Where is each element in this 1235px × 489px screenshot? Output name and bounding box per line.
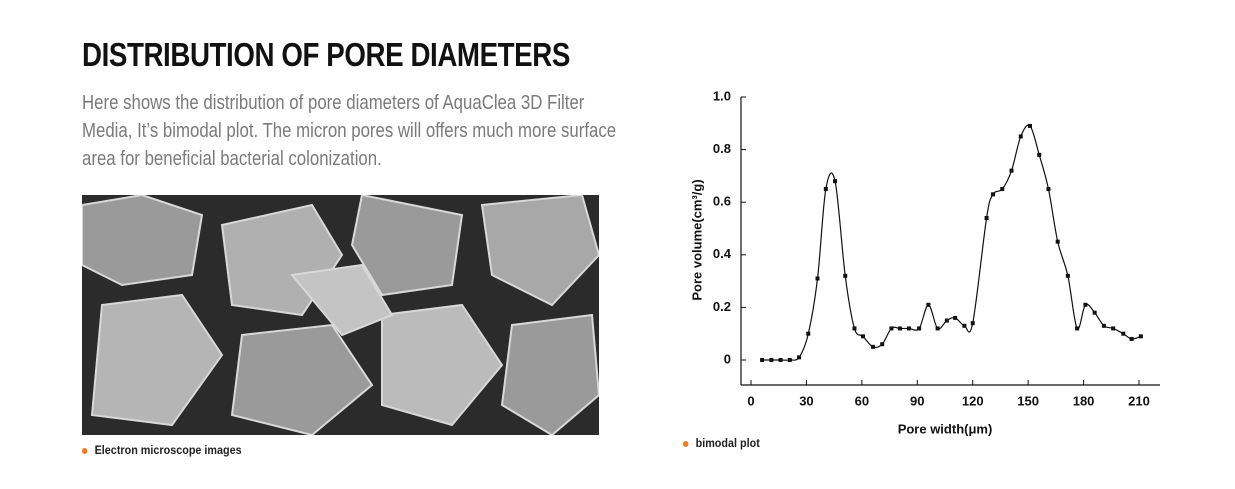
x-tick-label: 30 — [799, 393, 813, 408]
data-point — [935, 326, 940, 331]
data-point — [1055, 239, 1060, 244]
data-point — [1018, 134, 1023, 139]
data-point — [991, 192, 996, 197]
data-point — [870, 344, 875, 349]
data-line — [762, 124, 1142, 361]
chart: 0 0.2 0.4 0.6 0.8 1.0 0 30 60 90 120 150 180 210 Pore … — [689, 88, 1160, 436]
data-point — [823, 187, 828, 192]
description: Here shows the distribution of pore diam… — [82, 92, 617, 170]
x-tick-label: 210 — [1128, 393, 1150, 408]
data-point — [787, 358, 792, 362]
x-tick-label: 120 — [962, 393, 984, 408]
y-tick-label: 0 — [724, 351, 731, 366]
data-point — [1121, 331, 1126, 336]
image-caption: Electron microscope images — [82, 443, 242, 457]
y-tick-label: 0.4 — [713, 246, 732, 261]
heading: DISTRIBUTION OF PORE DIAMETERS — [82, 36, 570, 73]
data-point — [1046, 187, 1051, 192]
data-point — [806, 331, 811, 336]
y-tick-label: 1.0 — [713, 88, 731, 103]
x-tick-label: 0 — [747, 393, 754, 408]
data-point — [1037, 152, 1042, 157]
data-point — [778, 358, 783, 362]
data-point — [1129, 336, 1134, 341]
data-point — [1111, 326, 1116, 331]
data-point — [815, 276, 820, 281]
y-tick-label: 0.8 — [713, 141, 731, 156]
y-axis-title: Pore volume(cm³/g) — [689, 179, 704, 300]
data-point — [760, 358, 765, 362]
data-point — [906, 326, 911, 331]
data-point — [1138, 334, 1143, 339]
data-point — [917, 326, 922, 331]
data-point — [1075, 326, 1080, 331]
data-point — [944, 318, 949, 323]
data-point — [769, 358, 774, 362]
data-point — [833, 179, 838, 184]
data-point — [860, 334, 865, 339]
data-point — [962, 323, 967, 328]
data-point — [897, 326, 902, 331]
data-point — [1083, 302, 1088, 307]
data-point — [970, 321, 975, 326]
y-tick-label: 0.2 — [713, 299, 731, 314]
data-point — [889, 326, 894, 331]
x-axis-title: Pore width(μm) — [898, 421, 993, 436]
data-point — [1027, 123, 1032, 128]
data-point — [1092, 310, 1097, 315]
data-point — [984, 215, 989, 220]
x-tick-label: 60 — [855, 393, 869, 408]
data-point — [1101, 323, 1106, 328]
microscope-image — [82, 195, 599, 435]
x-tick-label: 90 — [910, 393, 924, 408]
data-point — [797, 355, 802, 360]
data-point — [880, 342, 885, 347]
data-point — [852, 326, 857, 331]
chart-caption: bimodal plot — [683, 436, 760, 450]
data-point — [1000, 187, 1005, 192]
data-point — [1009, 168, 1014, 173]
data-point — [953, 315, 958, 320]
x-tick-label: 150 — [1017, 393, 1039, 408]
data-point — [1065, 273, 1070, 278]
data-point — [843, 273, 848, 278]
data-point — [926, 302, 931, 307]
x-tick-label: 180 — [1073, 393, 1095, 408]
y-tick-label: 0.6 — [713, 194, 731, 209]
